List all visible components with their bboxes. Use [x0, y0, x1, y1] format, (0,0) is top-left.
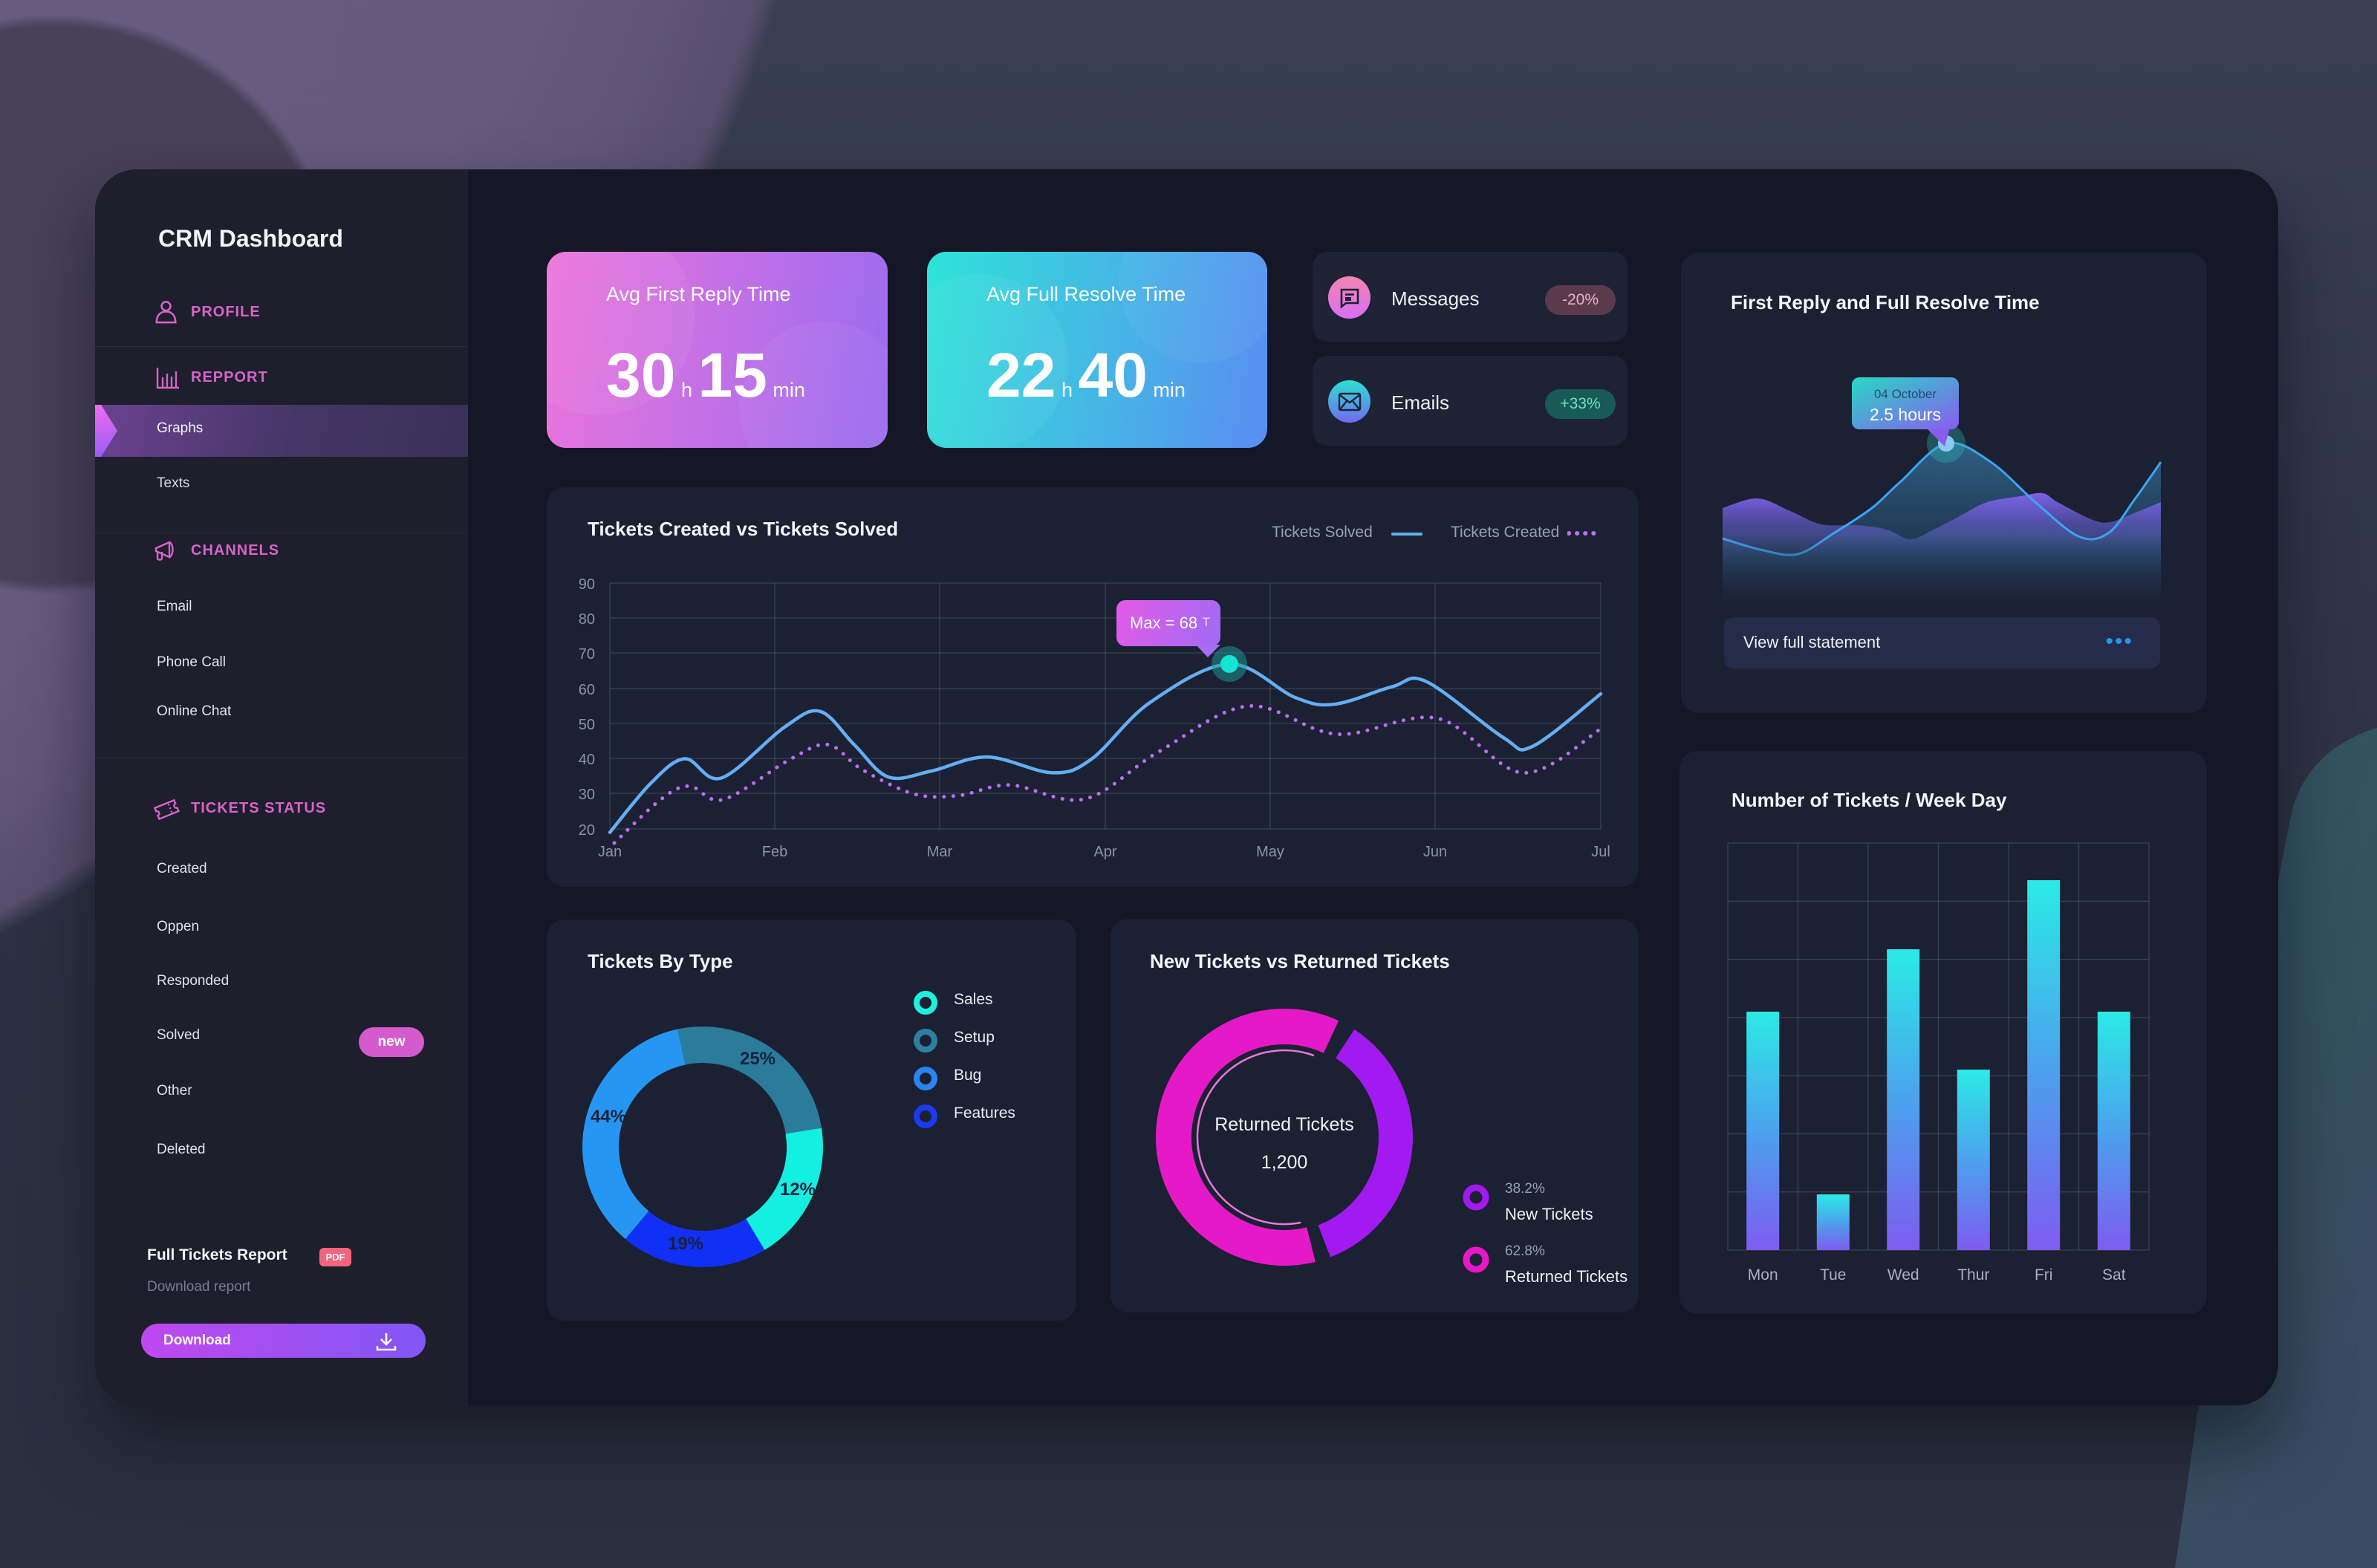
svg-text:Feb: Feb	[762, 844, 787, 860]
svg-text:May: May	[1256, 844, 1284, 860]
svg-text:30: 30	[579, 787, 595, 803]
svg-text:Apr: Apr	[1093, 844, 1116, 860]
svg-text:Thur: Thur	[1957, 1266, 1989, 1284]
svg-text:Sat: Sat	[2102, 1266, 2126, 1284]
svg-text:04 October: 04 October	[1874, 387, 1937, 401]
svg-text:2.5 hours: 2.5 hours	[1870, 405, 1941, 424]
svg-text:80: 80	[579, 611, 595, 628]
svg-text:60: 60	[579, 682, 595, 698]
svg-text:Tue: Tue	[1820, 1266, 1846, 1284]
svg-text:70: 70	[579, 646, 595, 663]
svg-text:90: 90	[579, 576, 595, 593]
svg-text:20: 20	[579, 822, 595, 839]
svg-text:44%: 44%	[591, 1107, 626, 1127]
svg-text:19%: 19%	[668, 1234, 703, 1254]
svg-text:Jul: Jul	[1591, 844, 1610, 860]
svg-text:Jun: Jun	[1423, 844, 1447, 860]
svg-text:40: 40	[579, 752, 595, 768]
svg-text:50: 50	[579, 717, 595, 733]
svg-text:Mon: Mon	[1748, 1266, 1778, 1284]
svg-text:Fri: Fri	[2035, 1266, 2053, 1284]
svg-text:Mar: Mar	[927, 844, 953, 860]
svg-text:Jan: Jan	[598, 844, 622, 860]
svg-text:12%: 12%	[780, 1180, 816, 1200]
svg-text:Wed: Wed	[1887, 1266, 1919, 1284]
svg-text:25%: 25%	[740, 1049, 775, 1069]
